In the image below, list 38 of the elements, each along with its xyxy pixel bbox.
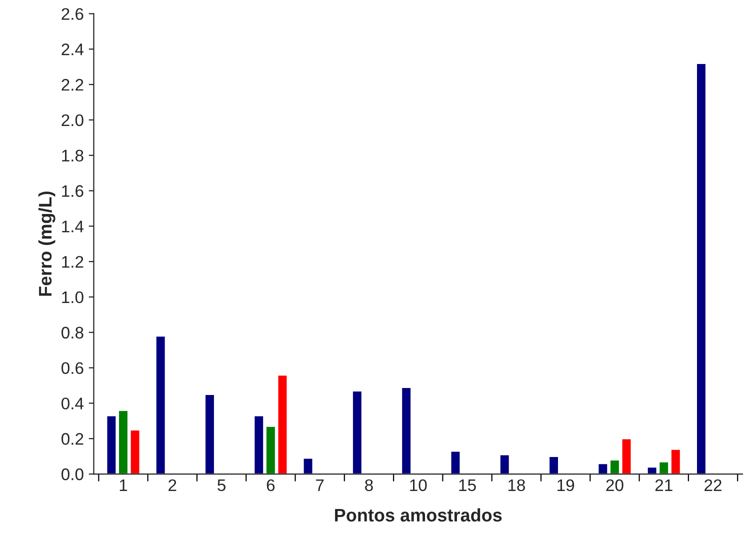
- y-tick-label: 1.8: [62, 150, 84, 162]
- y-tick-label: 0.0: [62, 468, 84, 480]
- y-tick-label: 1.4: [62, 220, 84, 232]
- x-tick-label: 8: [365, 479, 373, 492]
- y-tick-label: 0.6: [62, 362, 84, 374]
- y-tick-label: 2.6: [62, 8, 84, 20]
- bar: [154, 335, 166, 474]
- bar: [302, 457, 314, 474]
- x-tick-label: 20: [606, 479, 624, 492]
- y-tick-label: 2.4: [62, 44, 84, 56]
- bar: [352, 390, 363, 474]
- bar: [450, 450, 462, 474]
- y-tick-label: 1.2: [62, 256, 84, 268]
- x-tick-label: 10: [410, 479, 427, 492]
- y-tick-label: 1.6: [62, 185, 84, 197]
- bar: [548, 456, 560, 474]
- bar: [499, 454, 510, 474]
- x-tick-label: 1: [120, 479, 128, 491]
- x-tick-label: 22: [704, 479, 722, 491]
- y-tick-label: 1.0: [62, 291, 84, 304]
- y-tick-label: 0.8: [62, 326, 84, 339]
- bar: [696, 62, 707, 474]
- x-tick-label: 2: [168, 479, 176, 491]
- x-tick-label: 6: [266, 479, 275, 492]
- x-tick-label: 7: [316, 479, 324, 491]
- y-tick-label: 0.2: [62, 433, 84, 445]
- x-tick-label: 15: [459, 479, 476, 492]
- x-tick-label: 21: [655, 479, 672, 491]
- y-tick-label: 0.4: [62, 398, 84, 410]
- y-axis-title: Ferro (mg/L): [38, 192, 56, 296]
- bar: [400, 386, 412, 474]
- y-tick-label: 2.0: [62, 114, 84, 126]
- x-axis-title: Pontos amostrados: [335, 508, 502, 522]
- bar: [204, 394, 216, 474]
- x-tick-label: 19: [558, 479, 574, 492]
- x-tick-label: 5: [218, 479, 226, 492]
- x-tick-label: 18: [508, 479, 525, 492]
- y-tick-label: 2.2: [62, 78, 84, 91]
